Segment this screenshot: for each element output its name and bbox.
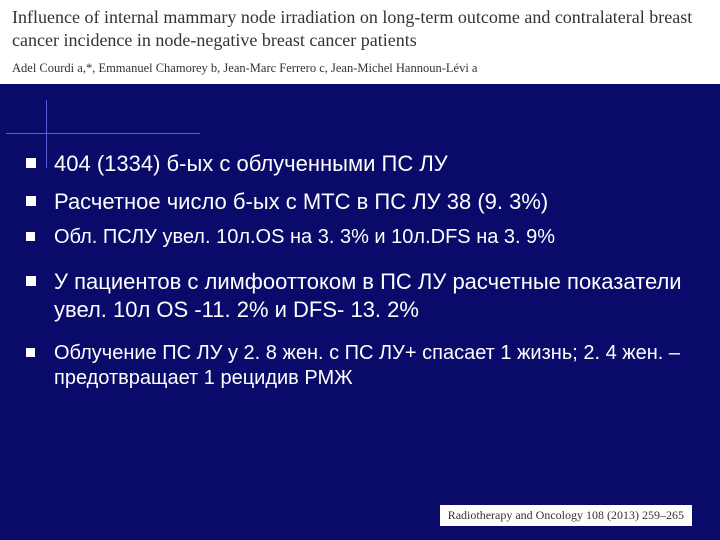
bullet-item: Облучение ПС ЛУ у 2. 8 жен. с ПС ЛУ+ спа…	[22, 341, 700, 391]
paper-authors: Adel Courdi a,*, Emmanuel Chamorey b, Je…	[12, 61, 708, 76]
paper-title: Influence of internal mammary node irrad…	[12, 6, 708, 51]
bullet-item: Обл. ПСЛУ увел. 10л.OS на 3. 3% и 10л.DF…	[22, 225, 700, 250]
slide: Influence of internal mammary node irrad…	[0, 0, 720, 540]
square-bullet-icon	[26, 348, 35, 357]
bullet-text: У пациентов с лимфооттоком в ПС ЛУ расче…	[54, 269, 682, 322]
square-bullet-icon	[26, 276, 36, 286]
paper-header: Influence of internal mammary node irrad…	[0, 0, 720, 84]
bullet-item: 404 (1334) б-ых с облученными ПС ЛУ	[22, 150, 700, 178]
bullet-item: У пациентов с лимфооттоком в ПС ЛУ расче…	[22, 268, 700, 323]
square-bullet-icon	[26, 158, 36, 168]
bullet-text: Расчетное число б-ых с МТС в ПС ЛУ 38 (9…	[54, 189, 548, 214]
horizontal-rule	[6, 133, 200, 134]
bullet-text: Облучение ПС ЛУ у 2. 8 жен. с ПС ЛУ+ спа…	[54, 342, 680, 389]
bullet-text: 404 (1334) б-ых с облученными ПС ЛУ	[54, 151, 448, 176]
bullet-list: 404 (1334) б-ых с облученными ПС ЛУ Расче…	[22, 150, 700, 401]
citation-footer: Radiotherapy and Oncology 108 (2013) 259…	[440, 505, 692, 526]
square-bullet-icon	[26, 232, 35, 241]
bullet-item: Расчетное число б-ых с МТС в ПС ЛУ 38 (9…	[22, 188, 700, 216]
bullet-text: Обл. ПСЛУ увел. 10л.OS на 3. 3% и 10л.DF…	[54, 226, 555, 248]
square-bullet-icon	[26, 196, 36, 206]
paper-authors-text: Adel Courdi a,*, Emmanuel Chamorey b, Je…	[12, 61, 477, 75]
